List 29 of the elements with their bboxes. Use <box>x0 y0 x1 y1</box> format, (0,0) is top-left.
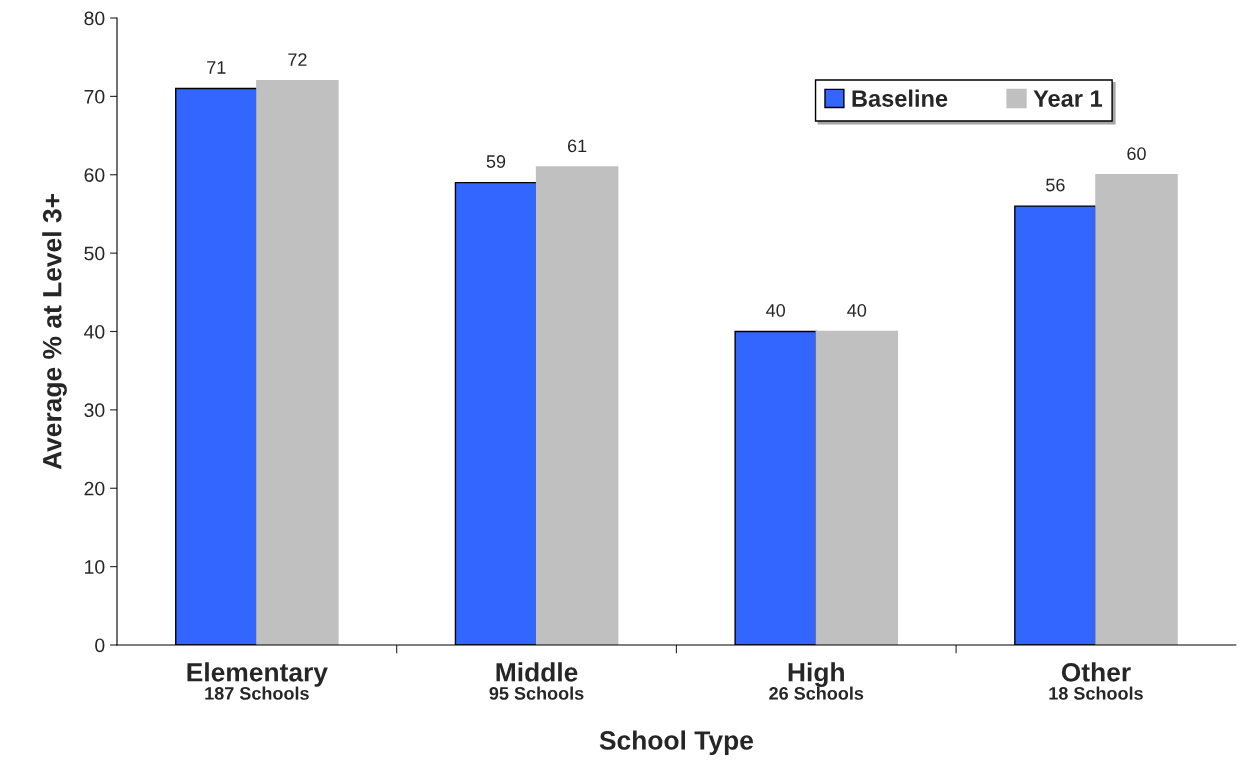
x-tick-label: High 26 Schools <box>769 662 864 700</box>
y-tick-label: 50 <box>84 246 105 261</box>
data-label: 71 <box>207 61 226 74</box>
x-tick-label: Middle 95 Schools <box>489 662 584 700</box>
data-label: 59 <box>486 155 506 168</box>
y-tick-label: 30 <box>84 403 105 418</box>
legend-label: Year 1 <box>1033 90 1103 107</box>
y-tick-label: 80 <box>84 11 105 26</box>
y-axis-title: Average % at Level 3+ <box>42 194 67 470</box>
x-tick-label: Elementary 187 Schools <box>187 662 328 700</box>
bar <box>815 330 899 645</box>
y-tick-label: 10 <box>85 560 105 574</box>
x-axis-title: School Type <box>599 730 753 756</box>
data-label: 56 <box>1046 178 1065 192</box>
y-tick-label: 60 <box>84 168 105 182</box>
bar <box>256 80 339 645</box>
data-label: 72 <box>288 53 307 66</box>
y-tick-label: 40 <box>84 324 105 339</box>
data-label: 60 <box>1127 147 1146 161</box>
y-tick-label: 20 <box>84 481 105 496</box>
y-tick-label: 70 <box>84 89 105 104</box>
x-tick-label: Other 18 Schools <box>1049 662 1143 700</box>
bar <box>535 166 619 645</box>
data-label: 40 <box>766 304 786 317</box>
data-label: 40 <box>847 304 867 317</box>
legend-label: Baseline <box>852 89 948 107</box>
bar <box>1095 174 1178 645</box>
data-label: 61 <box>567 139 587 153</box>
y-tick-label: 0 <box>95 638 105 653</box>
